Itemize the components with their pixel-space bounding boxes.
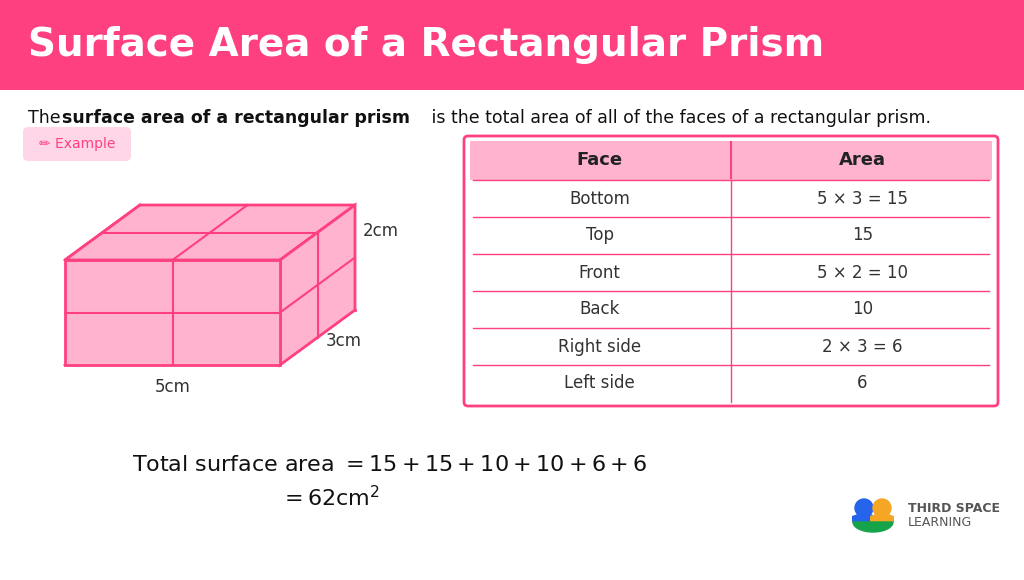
- Polygon shape: [65, 205, 355, 260]
- Text: Surface Area of a Rectangular Prism: Surface Area of a Rectangular Prism: [28, 26, 824, 64]
- Text: Face: Face: [577, 151, 623, 169]
- Polygon shape: [870, 512, 894, 522]
- Text: THIRD SPACE: THIRD SPACE: [908, 502, 1000, 514]
- FancyBboxPatch shape: [470, 141, 992, 180]
- Text: Bottom: Bottom: [569, 190, 630, 208]
- FancyBboxPatch shape: [23, 127, 131, 161]
- Text: 2 × 3 = 6: 2 × 3 = 6: [822, 338, 903, 356]
- Text: 5 × 3 = 15: 5 × 3 = 15: [817, 190, 908, 208]
- Text: 5 × 2 = 10: 5 × 2 = 10: [817, 263, 908, 281]
- Text: 6: 6: [857, 375, 867, 393]
- Text: Left side: Left side: [564, 375, 635, 393]
- Polygon shape: [280, 205, 355, 365]
- Text: LEARNING: LEARNING: [908, 516, 972, 528]
- Text: Top: Top: [586, 227, 613, 245]
- Text: is the total area of all of the faces of a rectangular prism.: is the total area of all of the faces of…: [426, 109, 931, 127]
- Text: 10: 10: [852, 300, 873, 318]
- Text: surface area of a rectangular prism: surface area of a rectangular prism: [62, 109, 410, 127]
- Text: 2cm: 2cm: [362, 222, 399, 240]
- Polygon shape: [65, 260, 280, 365]
- FancyBboxPatch shape: [464, 136, 998, 406]
- Text: Area: Area: [839, 151, 886, 169]
- Circle shape: [873, 499, 891, 517]
- Text: Right side: Right side: [558, 338, 641, 356]
- Text: 15: 15: [852, 227, 873, 245]
- Text: The: The: [28, 109, 67, 127]
- Text: 3cm: 3cm: [326, 332, 361, 350]
- Bar: [0, 0, 1024, 90]
- Polygon shape: [853, 522, 893, 532]
- Polygon shape: [852, 512, 876, 522]
- Circle shape: [855, 499, 873, 517]
- Text: ✏ Example: ✏ Example: [39, 137, 115, 151]
- Text: 5cm: 5cm: [155, 378, 190, 396]
- Text: Front: Front: [579, 263, 621, 281]
- Text: Total surface area $=15+15+10+10+6+6$: Total surface area $=15+15+10+10+6+6$: [132, 455, 647, 475]
- Text: Back: Back: [580, 300, 620, 318]
- Text: $=62\mathrm{cm}^2$: $=62\mathrm{cm}^2$: [280, 485, 380, 510]
